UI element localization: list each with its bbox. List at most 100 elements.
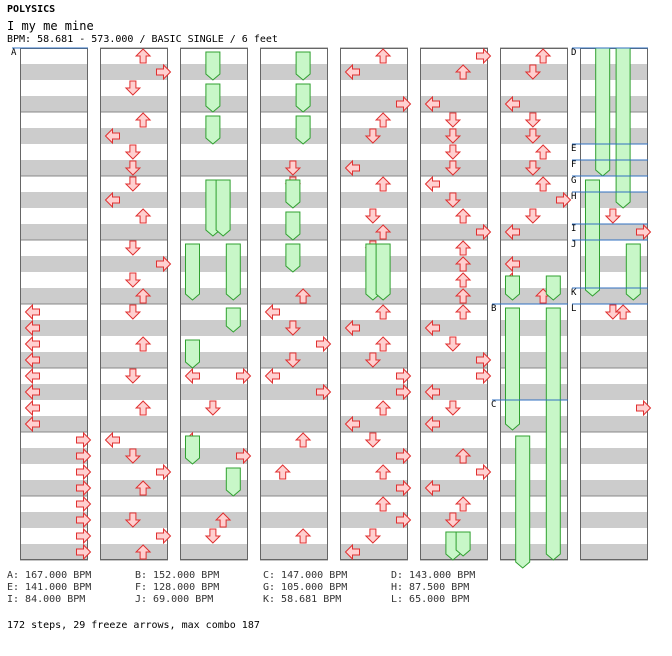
bpm-marker-label: F xyxy=(571,160,576,170)
legend-entry-h: H: 87.500 BPM xyxy=(391,582,470,593)
step-arrow xyxy=(614,304,632,320)
step-arrow xyxy=(134,48,152,64)
step-arrow xyxy=(556,191,572,209)
freeze-arrow xyxy=(585,179,600,297)
measure-stripe xyxy=(20,320,88,336)
measure-stripe xyxy=(100,128,168,144)
step-arrow xyxy=(454,256,472,272)
step-arrow xyxy=(424,479,440,497)
measure-stripe xyxy=(20,480,88,496)
step-arrow xyxy=(476,47,492,65)
step-arrow xyxy=(476,351,492,369)
step-arrow xyxy=(364,432,382,448)
step-arrow xyxy=(444,400,462,416)
freeze-arrow xyxy=(285,243,301,273)
step-arrow xyxy=(76,431,92,449)
freeze-arrow xyxy=(205,51,221,81)
measure-stripe xyxy=(100,288,168,304)
step-arrow xyxy=(524,128,542,144)
measure-stripe xyxy=(260,512,328,528)
step-arrow xyxy=(294,288,312,304)
step-arrow xyxy=(134,288,152,304)
measure-stripe xyxy=(580,160,648,176)
step-arrow xyxy=(24,303,40,321)
step-arrow xyxy=(316,383,332,401)
step-arrow xyxy=(76,495,92,513)
step-arrow xyxy=(476,367,492,385)
step-arrow xyxy=(344,159,360,177)
step-arrow xyxy=(374,176,392,192)
measure-stripe xyxy=(180,544,248,560)
step-arrow xyxy=(636,223,652,241)
column-border xyxy=(180,48,248,560)
step-arrow xyxy=(344,543,360,561)
bpm-marker-label: L xyxy=(571,304,576,314)
step-arrow xyxy=(524,112,542,128)
measure-stripe xyxy=(180,160,248,176)
measure-stripe xyxy=(260,480,328,496)
legend-entry-l: L: 65.000 BPM xyxy=(391,594,470,605)
step-arrow xyxy=(424,383,440,401)
step-arrow xyxy=(124,80,142,96)
step-arrow xyxy=(476,463,492,481)
step-arrow xyxy=(236,367,252,385)
step-arrow xyxy=(76,447,92,465)
song-title: I my me mine xyxy=(7,19,94,33)
step-arrow xyxy=(364,208,382,224)
step-arrow xyxy=(76,463,92,481)
step-arrow xyxy=(134,480,152,496)
measure-stripe xyxy=(20,96,88,112)
step-arrow xyxy=(524,64,542,80)
step-arrow xyxy=(134,544,152,560)
step-arrow xyxy=(76,543,92,561)
measure-stripe xyxy=(20,192,88,208)
measure-stripe xyxy=(580,64,648,80)
freeze-arrow xyxy=(595,47,611,177)
measure-stripe xyxy=(340,160,408,176)
measure-stripe xyxy=(500,256,568,272)
measure-stripe xyxy=(180,384,248,400)
column-border xyxy=(100,48,168,560)
step-arrow xyxy=(396,367,412,385)
step-arrow xyxy=(184,367,200,385)
measure-stripe xyxy=(100,256,168,272)
measure-stripe xyxy=(20,256,88,272)
step-arrow xyxy=(24,319,40,337)
measure-stripe xyxy=(420,320,488,336)
bpm-marker-label: K xyxy=(571,288,577,298)
step-arrow xyxy=(374,304,392,320)
measure-stripe xyxy=(180,512,248,528)
step-arrow xyxy=(454,240,472,256)
measure-stripe xyxy=(420,288,488,304)
step-arrow xyxy=(374,336,392,352)
legend-entry-i: I: 84.000 BPM xyxy=(7,594,86,605)
freeze-arrow xyxy=(205,83,221,113)
legend-entry-b: B: 152.000 BPM xyxy=(135,570,220,581)
bpm-marker-label: I xyxy=(571,224,576,234)
step-arrow xyxy=(424,95,440,113)
measure-stripe xyxy=(100,416,168,432)
measure-stripe xyxy=(340,544,408,560)
step-arrow xyxy=(204,528,222,544)
legend-entry-c: C: 147.000 BPM xyxy=(263,570,348,581)
step-arrow xyxy=(284,320,302,336)
measure-stripe xyxy=(100,224,168,240)
step-arrow xyxy=(604,208,622,224)
freeze-arrow xyxy=(375,243,391,301)
step-arrow xyxy=(374,224,392,240)
bpm-marker-label: G xyxy=(571,176,576,186)
step-arrow xyxy=(124,176,142,192)
step-arrow xyxy=(104,127,120,145)
step-arrow xyxy=(294,432,312,448)
step-arrow xyxy=(504,95,520,113)
freeze-arrow xyxy=(545,275,561,301)
legend-entry-a: A: 167.000 BPM xyxy=(7,570,92,581)
bpm-marker-label: J xyxy=(571,240,576,250)
measure-stripe xyxy=(100,320,168,336)
freeze-arrow xyxy=(225,307,241,333)
step-arrow xyxy=(636,399,652,417)
measure-stripe xyxy=(20,288,88,304)
bpm-marker-label: B xyxy=(491,304,496,314)
measure-stripe xyxy=(20,352,88,368)
step-arrow xyxy=(454,64,472,80)
